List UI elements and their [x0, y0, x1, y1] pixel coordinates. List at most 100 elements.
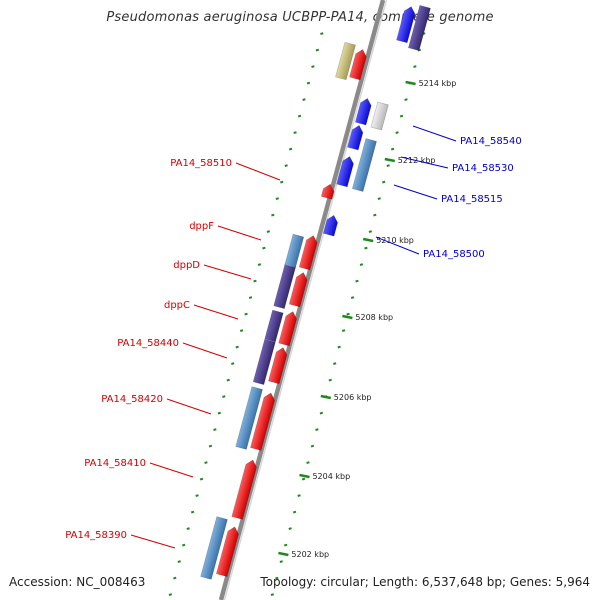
tick-mark [275, 576, 279, 580]
topology-text: Topology: circular; Length: 6,537,648 bp… [260, 575, 590, 589]
tick-mark [177, 560, 181, 563]
tick-mark [315, 48, 320, 52]
gene-label-leader [400, 156, 449, 169]
gene-arrow[interactable] [278, 310, 298, 347]
tick-mark [195, 494, 199, 497]
gene-box[interactable] [252, 338, 276, 386]
tick-mark [368, 230, 373, 233]
gene-label[interactable]: PA14_58420 [101, 394, 163, 405]
tick-mark [333, 362, 337, 365]
gene-arrow[interactable] [250, 392, 276, 451]
gene-arrow[interactable] [354, 97, 372, 126]
tick-mark [244, 312, 248, 316]
gene-box[interactable] [235, 386, 263, 450]
tick-mark [301, 477, 306, 481]
gene-label[interactable]: dppF [189, 221, 214, 232]
gene-label[interactable]: PA14_58410 [84, 458, 146, 469]
tick-mark [186, 527, 190, 530]
gene-label[interactable]: dppC [164, 300, 190, 311]
tick-mark [257, 263, 262, 266]
tick-mark [262, 246, 266, 250]
gene-arrow[interactable] [322, 214, 339, 237]
tick-mark [284, 164, 288, 167]
tick-mark [226, 378, 230, 382]
gene-label[interactable]: PA14_58500 [423, 249, 485, 260]
tick-mark [382, 180, 386, 184]
gene-label[interactable]: dppD [173, 260, 200, 271]
tick-mark [359, 263, 364, 266]
tick-mark [373, 213, 377, 217]
scale-tick-label: 5208 kbp [355, 313, 393, 322]
tick-mark [204, 461, 208, 464]
scale-tick [362, 237, 374, 243]
tick-mark [266, 230, 271, 233]
tick-mark [315, 428, 319, 431]
tick-mark [190, 510, 195, 514]
tick-mark [217, 411, 222, 415]
tick-mark [377, 197, 381, 200]
tick-mark [292, 510, 297, 514]
gene-arrow[interactable] [216, 525, 240, 577]
tick-mark [311, 65, 315, 68]
gene-box[interactable] [264, 309, 284, 343]
gene-label-leader [217, 225, 262, 241]
gene-label-leader [393, 184, 438, 200]
tick-mark [306, 81, 311, 85]
genome-backbone-highlight [223, 0, 388, 600]
gene-label[interactable]: PA14_58515 [441, 194, 503, 205]
gene-arrow[interactable] [268, 346, 288, 385]
tick-mark [279, 560, 283, 563]
tick-mark [275, 197, 279, 200]
gene-arrow[interactable] [347, 124, 365, 151]
accession-text: Accession: NC_008463 [9, 575, 146, 589]
tick-mark [328, 378, 332, 382]
gene-arrow[interactable] [298, 234, 318, 271]
tick-mark [280, 180, 284, 184]
tick-mark [208, 444, 213, 448]
gene-label[interactable]: PA14_58440 [117, 338, 179, 349]
gene-box[interactable] [284, 233, 305, 269]
scale-tick [299, 473, 310, 479]
tick-mark [235, 345, 239, 349]
tick-mark [404, 98, 408, 101]
gene-box[interactable] [408, 4, 431, 52]
gene-label-leader [130, 534, 176, 549]
gene-box[interactable] [200, 516, 228, 580]
gene-label[interactable]: PA14_58540 [460, 136, 522, 147]
gene-arrow[interactable] [231, 459, 258, 520]
gene-arrow[interactable] [288, 271, 308, 308]
tick-mark [399, 114, 404, 118]
gene-label[interactable]: PA14_58530 [452, 163, 514, 174]
gene-label[interactable]: PA14_58510 [170, 158, 232, 169]
tick-mark [284, 543, 288, 547]
gene-box[interactable] [370, 101, 389, 131]
gene-box[interactable] [351, 138, 377, 192]
tick-mark [248, 296, 253, 299]
gene-box[interactable] [335, 41, 356, 81]
tick-mark [288, 147, 293, 151]
tick-mark [168, 593, 173, 596]
gene-label-leader [375, 236, 420, 255]
scale-tick-label: 5202 kbp [291, 550, 329, 559]
tick-mark [390, 147, 395, 151]
gene-label-leader [193, 304, 239, 320]
scale-tick [342, 314, 353, 320]
tick-mark [239, 329, 244, 332]
scale-tick-label: 5214 kbp [419, 79, 457, 88]
gene-arrow[interactable] [349, 48, 368, 81]
tick-mark [341, 329, 346, 332]
gene-label-leader [235, 162, 281, 181]
tick-mark [297, 114, 302, 118]
tick-mark [253, 279, 257, 283]
gene-label[interactable]: PA14_58390 [65, 530, 127, 541]
gene-arrow[interactable] [336, 155, 355, 188]
gene-arrow[interactable] [396, 5, 417, 44]
tick-mark [302, 98, 306, 101]
tick-mark [270, 593, 275, 596]
tick-mark [231, 362, 235, 365]
tick-mark [386, 164, 390, 167]
gene-arrow[interactable] [320, 183, 335, 200]
tick-mark [413, 65, 417, 68]
